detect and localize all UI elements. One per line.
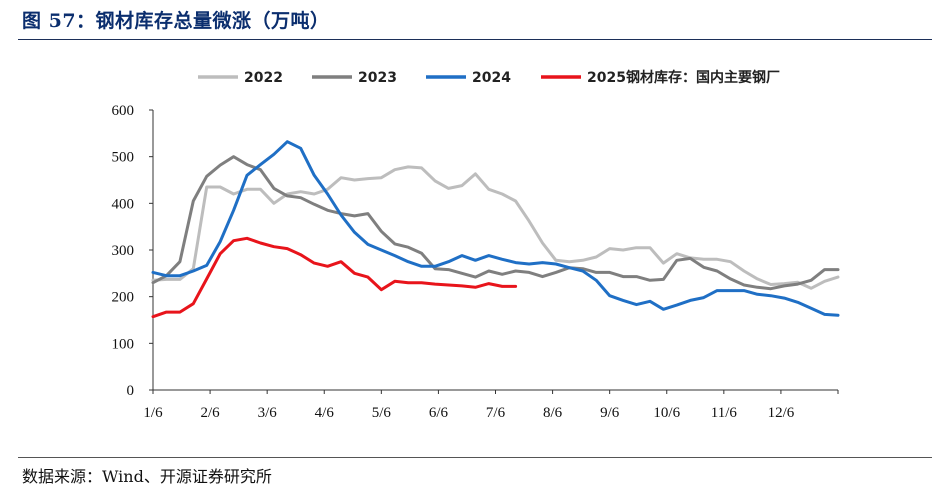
x-tick-label: 8/6 bbox=[543, 405, 563, 421]
x-tick-label: 12/6 bbox=[768, 405, 795, 421]
x-tick-label: 4/6 bbox=[315, 405, 335, 421]
y-tick-label: 200 bbox=[112, 290, 135, 306]
y-tick-label: 400 bbox=[112, 196, 135, 212]
legend-label: 2025钢材库存：国内主要钢厂 bbox=[587, 69, 780, 86]
x-axis: 1/6 2/6 3/6 4/6 5/6 6/6 7/6 8/6 9/6 10/6 11/6 12/6 bbox=[143, 389, 839, 421]
title-divider bbox=[18, 39, 932, 40]
x-tick-label: 7/6 bbox=[486, 405, 506, 421]
legend-label: 2023 bbox=[358, 70, 397, 86]
x-tick-label: 11/6 bbox=[711, 405, 738, 421]
y-tick-label: 100 bbox=[112, 336, 135, 352]
source-divider bbox=[18, 457, 932, 458]
series-line-2023 bbox=[151, 155, 840, 291]
x-tick-label: 10/6 bbox=[653, 405, 680, 421]
x-tick-label: 5/6 bbox=[372, 405, 392, 421]
y-axis: 0 100 200 300 400 500 600 bbox=[112, 103, 154, 399]
x-tick-label: 1/6 bbox=[143, 405, 163, 421]
plot-area bbox=[151, 140, 840, 319]
series-line-2022 bbox=[151, 165, 840, 290]
x-tick-label: 6/6 bbox=[429, 405, 449, 421]
y-tick-label: 600 bbox=[112, 103, 135, 119]
series-line-2025钢材库存：国内主要钢厂 bbox=[151, 236, 518, 319]
chart-legend: 2022 2023 2024 2025钢材库存：国内主要钢厂 bbox=[198, 69, 780, 86]
legend-label: 2024 bbox=[472, 70, 511, 86]
source-note: 数据来源：Wind、开源证券研究所 bbox=[22, 467, 272, 486]
x-tick-label: 3/6 bbox=[258, 405, 278, 421]
line-chart: 2022 2023 2024 2025钢材库存：国内主要钢厂 0 100 200 300 40… bbox=[112, 69, 840, 421]
legend-label: 2022 bbox=[244, 70, 283, 86]
series-line-2024 bbox=[151, 140, 840, 317]
figure-title: 图 57：钢材库存总量微涨（万吨） bbox=[22, 10, 330, 32]
y-tick-label: 500 bbox=[112, 150, 135, 166]
x-tick-label: 9/6 bbox=[600, 405, 620, 421]
y-tick-label: 0 bbox=[127, 383, 135, 399]
y-tick-label: 300 bbox=[112, 243, 135, 259]
x-tick-label: 2/6 bbox=[200, 405, 220, 421]
